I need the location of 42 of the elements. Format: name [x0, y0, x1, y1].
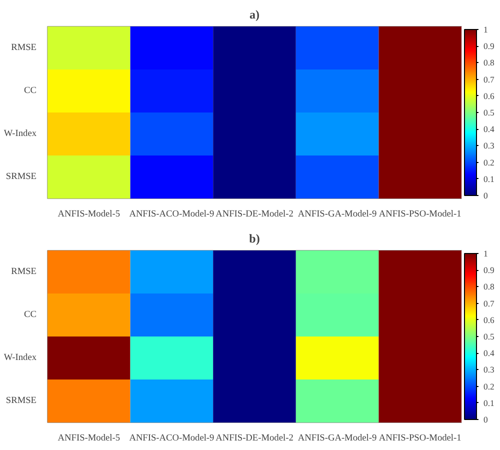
color-bar-label: 0.6: [484, 90, 495, 101]
x-tick-label: ANFIS-DE-Model-2: [216, 434, 294, 444]
y-tick-label: RMSE: [11, 267, 37, 277]
x-tick-label: ANFIS-Model-5: [58, 434, 120, 444]
chart-title: a): [250, 8, 260, 22]
x-tick-label: ANFIS-ACO-Model-9: [129, 434, 215, 444]
color-bar-label: 0.4: [484, 348, 495, 358]
color-bar-label: 0.9: [484, 265, 494, 276]
x-tick-label: ANFIS-DE-Model-2: [216, 210, 294, 220]
color-bar-label: 0.1: [484, 398, 494, 408]
color-bar-label: 0.7: [484, 74, 495, 84]
color-bar-label: 0.6: [484, 314, 495, 325]
color-bar-label: 0.1: [484, 174, 494, 184]
y-tick-label: W-Index: [4, 129, 37, 139]
x-tick-label: ANFIS-Model-5: [58, 210, 120, 220]
color-bar-label: 0.8: [484, 58, 494, 68]
color-bar-label: 0.5: [484, 108, 494, 118]
y-tick-label: SRMSE: [6, 172, 37, 182]
y-tick-label: CC: [24, 310, 37, 320]
color-bar-label: 0.3: [484, 364, 494, 375]
color-bar-label: 0: [484, 190, 488, 200]
color-bar-label: 0.9: [484, 41, 494, 52]
color-bar-label: 0.2: [484, 381, 494, 392]
x-tick-label: ANFIS-ACO-Model-9: [129, 210, 215, 220]
color-bar-label: 1: [484, 248, 488, 258]
color-bar-label: 0.7: [484, 298, 495, 308]
color-bar-label: 1: [484, 24, 488, 34]
y-tick-label: CC: [24, 86, 37, 96]
color-bar-label: 0: [484, 414, 488, 424]
color-bar-label: 0.8: [484, 282, 494, 292]
y-tick-label: RMSE: [11, 43, 37, 53]
x-tick-label: ANFIS-PSO-Model-1: [378, 210, 462, 220]
y-tick-label: SRMSE: [6, 396, 37, 406]
y-tick-label: W-Index: [4, 353, 37, 363]
color-bar-label: 0.2: [484, 157, 494, 168]
chart-title: b): [249, 232, 260, 246]
color-bar-label: 0.4: [484, 124, 495, 134]
x-tick-label: ANFIS-PSO-Model-1: [378, 434, 462, 444]
x-tick-label: ANFIS-GA-Model-9: [298, 434, 378, 444]
color-bar-label: 0.5: [484, 332, 494, 342]
color-bar-label: 0.3: [484, 140, 494, 151]
x-tick-label: ANFIS-GA-Model-9: [298, 210, 378, 220]
